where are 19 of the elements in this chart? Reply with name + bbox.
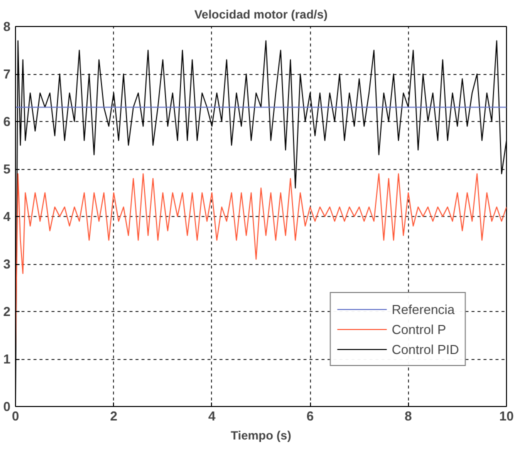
y-tick-label: 2 <box>3 304 11 319</box>
x-tick-label: 8 <box>404 408 412 424</box>
y-tick-label: 1 <box>3 352 11 366</box>
chart-title: Velocidad motor (rad/s) <box>194 8 328 22</box>
y-tick-label: 4 <box>3 209 12 224</box>
x-tick-label: 4 <box>208 408 216 424</box>
y-tick-label: 7 <box>3 66 11 82</box>
x-tick-label: 10 <box>499 408 514 424</box>
legend-label: Control P <box>392 322 446 336</box>
x-tick-label: 2 <box>110 408 118 424</box>
x-axis-title: Tiempo (s) <box>230 428 292 442</box>
y-tick-label: 8 <box>3 19 11 34</box>
legend-label: Referencia <box>392 302 455 316</box>
y-tick-label: 6 <box>3 114 11 129</box>
y-tick-label: 5 <box>3 162 11 176</box>
legend-label: Control PID <box>392 342 459 356</box>
x-tick-label: 6 <box>306 408 314 424</box>
y-tick-label: 3 <box>3 256 11 272</box>
y-tick-label: 0 <box>3 399 11 414</box>
